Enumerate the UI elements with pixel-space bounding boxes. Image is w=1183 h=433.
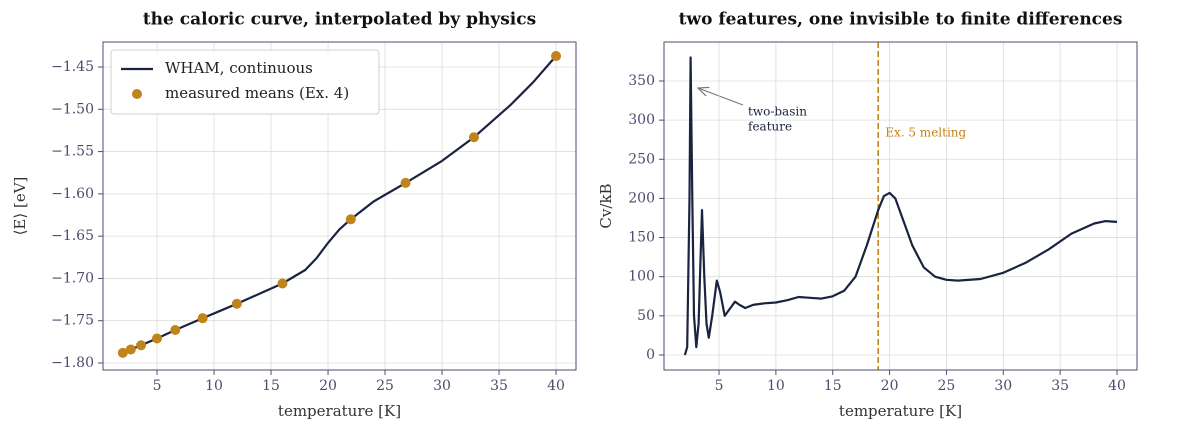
x-tick-label: 25: [938, 378, 956, 394]
x-tick-label: 40: [1108, 378, 1126, 394]
x-tick-label: 20: [319, 378, 337, 394]
x-tick-label: 35: [1051, 378, 1069, 394]
point: [277, 278, 288, 289]
annotation: two-basin: [748, 105, 807, 119]
x-tick-label: 25: [376, 378, 394, 394]
reference-label: Ex. 5 melting: [885, 126, 966, 140]
x-tick-label: 5: [715, 378, 724, 394]
x-tick-label: 10: [767, 378, 785, 394]
x-tick-label: 10: [205, 378, 223, 394]
y-tick-label: −1.50: [51, 101, 94, 117]
y-tick-label: 50: [637, 308, 655, 324]
legend-swatch: [132, 89, 142, 99]
plot-frame: [663, 41, 1138, 371]
x-tick-label: 15: [824, 378, 842, 394]
line: [683, 56, 1118, 356]
legend-label: measured means (Ex. 4): [165, 84, 349, 102]
y-tick-label: 300: [628, 112, 655, 128]
x-tick-label: 15: [262, 378, 280, 394]
point: [345, 214, 356, 225]
y-tick-label: −1.60: [51, 186, 94, 202]
x-tick-label: 35: [490, 378, 508, 394]
point: [400, 177, 411, 188]
point: [197, 313, 208, 324]
annotation: feature: [748, 120, 792, 134]
point: [551, 51, 562, 62]
x-tick-label: 40: [547, 378, 565, 394]
point: [152, 333, 163, 344]
x-tick-label: 30: [433, 378, 451, 394]
y-tick-label: 100: [628, 269, 655, 285]
y-tick-label: −1.80: [51, 355, 94, 371]
point: [231, 298, 242, 309]
y-tick-label: −1.55: [51, 144, 94, 160]
y-tick-label: −1.70: [51, 270, 94, 286]
x-tick-label: 30: [994, 378, 1012, 394]
chart-title: two features, one invisible to finite di…: [679, 10, 1123, 30]
point: [136, 340, 147, 351]
point: [170, 325, 181, 336]
y-tick-label: 350: [628, 73, 655, 89]
y-tick-label: −1.65: [51, 228, 94, 244]
y-tick-label: −1.75: [51, 313, 94, 329]
x-axis-label: temperature [K]: [278, 402, 401, 420]
y-tick-label: 250: [628, 151, 655, 167]
annotation-arrow: [698, 88, 744, 106]
legend: [110, 49, 380, 115]
plot-frame: [102, 41, 577, 371]
y-axis-label: ⟨E⟩ [eV]: [11, 177, 29, 236]
point: [125, 344, 136, 355]
y-axis-label: Cv/kB: [597, 183, 615, 228]
x-axis-label: temperature [K]: [839, 402, 962, 420]
y-tick-label: 150: [628, 230, 655, 246]
y-tick-label: −1.45: [51, 59, 94, 75]
point: [117, 347, 128, 358]
point: [468, 132, 479, 143]
x-tick-label: 5: [153, 378, 162, 394]
y-tick-label: 0: [646, 347, 655, 363]
y-tick-label: 200: [628, 190, 655, 206]
legend-label: WHAM, continuous: [165, 59, 313, 77]
x-tick-label: 20: [881, 378, 899, 394]
chart-title: the caloric curve, interpolated by physi…: [143, 10, 536, 30]
